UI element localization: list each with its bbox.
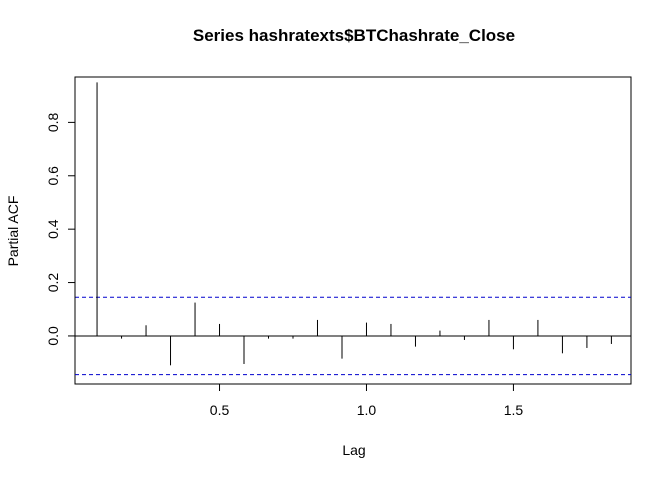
y-tick-label: 0.4 xyxy=(45,219,61,239)
y-tick-label: 0.2 xyxy=(45,273,61,293)
x-tick-label: 1.5 xyxy=(504,402,524,418)
x-tick-label: 0.5 xyxy=(210,402,230,418)
x-tick-label: 1.0 xyxy=(357,402,377,418)
y-axis: 0.0 0.2 0.4 0.6 0.8 xyxy=(45,112,76,346)
x-axis-label: Lag xyxy=(342,442,365,458)
y-tick-label: 0.6 xyxy=(45,166,61,186)
y-axis-label: Partial ACF xyxy=(5,196,21,267)
chart-title: Series hashratexts$BTChashrate_Close xyxy=(193,26,515,45)
plot-frame xyxy=(74,76,632,385)
y-tick-label: 0.0 xyxy=(45,326,61,346)
plot-marks xyxy=(75,82,631,376)
x-axis: 0.5 1.0 1.5 xyxy=(210,383,524,418)
y-tick-label: 0.8 xyxy=(45,112,61,132)
